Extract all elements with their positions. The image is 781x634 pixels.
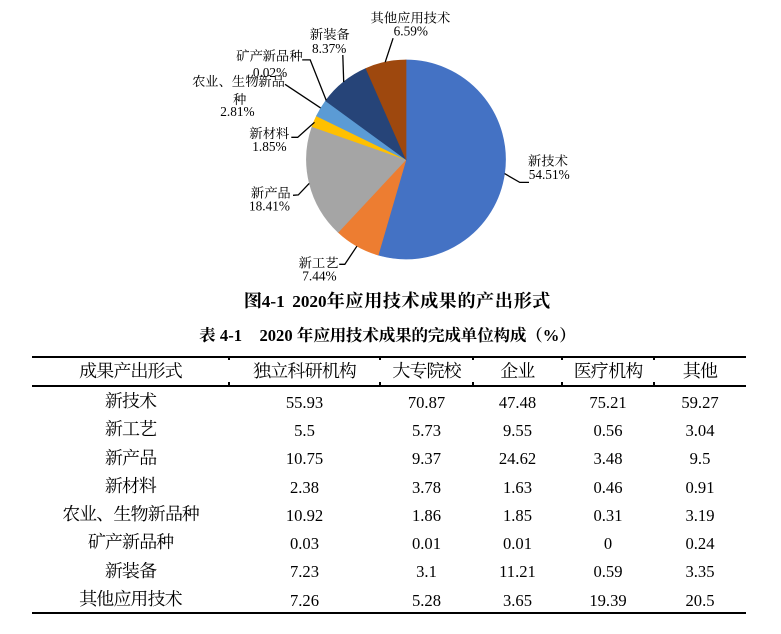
svg-text:54.51%: 54.51% — [529, 167, 570, 182]
svg-text:8.37%: 8.37% — [312, 41, 346, 56]
svg-text:18.41%: 18.41% — [249, 198, 290, 213]
svg-text:其他应用技术: 其他应用技术 — [371, 10, 451, 25]
svg-text:新产品: 新产品 — [251, 186, 291, 201]
svg-text:新技术: 新技术 — [528, 154, 568, 169]
svg-text:种: 种 — [233, 92, 247, 107]
svg-text:6.59%: 6.59% — [394, 23, 428, 38]
svg-text:新装备: 新装备 — [310, 27, 351, 42]
svg-text:7.44%: 7.44% — [302, 269, 336, 284]
svg-text:1.85%: 1.85% — [252, 139, 286, 154]
svg-text:矿产新品种: 矿产新品种 — [236, 49, 303, 64]
svg-text:0.02%: 0.02% — [253, 65, 287, 80]
svg-text:新工艺: 新工艺 — [299, 255, 339, 270]
svg-text:新材料: 新材料 — [249, 126, 289, 141]
svg-text:农业、生物新品: 农业、生物新品 — [192, 74, 285, 89]
svg-text:2.81%: 2.81% — [220, 104, 254, 119]
